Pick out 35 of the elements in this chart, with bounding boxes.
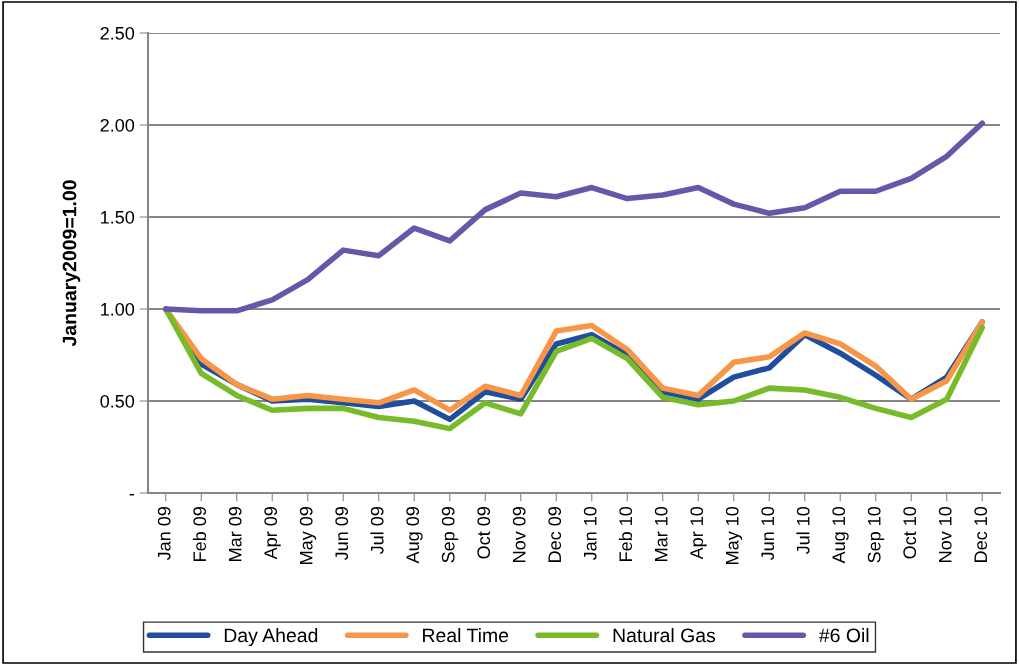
legend-label: Natural Gas (613, 627, 716, 643)
y-tick-label: 1.00 (101, 302, 135, 316)
x-tick-label: Sep 10 (867, 506, 885, 563)
x-tick-label: Jul 10 (796, 506, 810, 555)
y-tick-label: 1.50 (101, 210, 135, 224)
x-tick-label: Sep 09 (441, 507, 459, 563)
x-tick-label: Nov 09 (512, 507, 526, 562)
x-tick-label: Dec 09 (548, 507, 562, 562)
x-tick-label: Jul 09 (370, 507, 384, 555)
x-tick-label: Oct 10 (903, 506, 917, 559)
x-tick-label: Mar 10 (654, 506, 668, 561)
x-tick-label: May 09 (299, 507, 317, 564)
legend-label: #6 Oil (818, 627, 869, 643)
x-tick-label: Feb 09 (192, 507, 207, 561)
x-tick-label: Aug 09 (406, 507, 423, 564)
legend-label: Real Time (423, 627, 509, 643)
x-tick-label: Apr 09 (264, 507, 281, 560)
x-tick-label: Oct 09 (477, 507, 491, 559)
y-tick-label: 2.00 (100, 118, 135, 132)
x-tick-label: Nov 10 (938, 506, 952, 562)
x-tick-label: Dec 10 (974, 506, 988, 562)
x-tick-label: Mar 09 (228, 507, 242, 561)
x-tick-label: Apr 10 (690, 506, 707, 560)
legend-label: Day Ahead (224, 627, 318, 647)
x-tick-label: Feb 10 (618, 506, 633, 561)
x-tick-label: May 10 (725, 506, 743, 564)
y-tick-label: - (129, 494, 134, 496)
x-tick-label: Aug 10 (832, 506, 849, 564)
y-tick-label: 0.50 (100, 394, 135, 408)
y-axis-title: January2009=1.00 (62, 180, 81, 347)
y-tick-label: 2.50 (100, 26, 135, 40)
x-tick-label: Jun 09 (335, 507, 349, 561)
x-tick-label: Jun 10 (761, 506, 775, 561)
x-tick-label: Jan 10 (583, 506, 597, 561)
x-tick-label: Jan 09 (157, 507, 171, 561)
